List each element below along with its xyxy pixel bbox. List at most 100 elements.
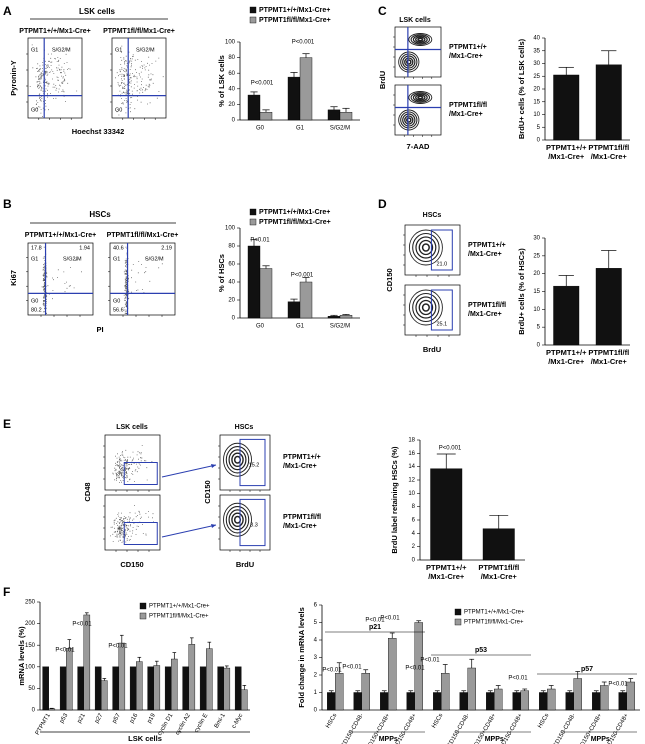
y-axis-label: CD150	[203, 480, 212, 503]
annotation: P<0.01	[72, 622, 92, 628]
x-tick-label: /Mx1-Cre+	[591, 357, 628, 366]
contour	[408, 33, 433, 46]
contour	[412, 35, 428, 44]
legend-label: PTPMT1+/+/Mx1-Cre+	[149, 604, 210, 610]
x-tick-label: G1	[296, 126, 305, 132]
panel-label: A	[3, 4, 12, 18]
y-tick-label: 35	[533, 48, 540, 54]
contour	[225, 506, 250, 534]
x-tick-label: LSKCD150-CD48-	[335, 713, 365, 744]
plot-label: PTPMT1+/+/Mx1-Cre+	[25, 232, 96, 239]
bar	[234, 666, 242, 711]
panel-header: LSK cells	[399, 17, 431, 24]
bar	[406, 692, 415, 711]
bar	[112, 666, 119, 711]
y-axis-label: BrdU	[378, 71, 387, 89]
gate-value: 17.8	[31, 245, 42, 251]
bar	[512, 692, 521, 711]
bar	[520, 690, 529, 711]
contour	[421, 303, 430, 312]
bar	[259, 111, 273, 121]
contour	[404, 57, 414, 67]
gate	[430, 289, 453, 331]
y-tick-label: 0	[537, 138, 541, 144]
y-tick-label: 20	[228, 298, 235, 304]
bar	[626, 681, 635, 711]
contour	[418, 299, 434, 316]
x-tick-label: p27	[94, 712, 105, 724]
x-tick-label: p53	[59, 712, 70, 724]
annotation: P<0.001	[439, 446, 462, 452]
x-axis-label: BrdU	[423, 345, 441, 354]
panel-label: F	[3, 585, 10, 599]
contour	[415, 94, 426, 101]
plot-frame	[27, 37, 83, 119]
y-tick-label: 15	[533, 289, 540, 295]
plot-label: /Mx1-Cre+	[468, 311, 502, 318]
bar	[77, 666, 84, 711]
annotation: P<0.001	[291, 273, 314, 279]
contour	[417, 37, 424, 42]
legend-swatch	[454, 618, 462, 626]
group-label: p21	[369, 624, 381, 631]
contour	[223, 442, 252, 477]
bar	[565, 692, 574, 711]
group-sublabel: MPPs	[485, 736, 504, 743]
bar	[42, 666, 49, 711]
annotation: P<0.01	[420, 658, 440, 664]
panel-header: LSK cells	[79, 7, 116, 16]
panel-header: LSK cells	[116, 424, 148, 431]
x-tick-label: PTPMT1	[35, 712, 52, 736]
annotation: P<0.01	[108, 644, 128, 650]
bar	[129, 666, 137, 711]
bar	[188, 644, 196, 711]
legend-swatch	[249, 218, 257, 226]
y-tick-label: 0	[314, 708, 318, 714]
y-tick-label: 2	[412, 544, 416, 550]
contour	[402, 113, 416, 127]
y-tick-label: 200	[25, 621, 36, 627]
bar	[118, 642, 126, 711]
contour	[415, 296, 437, 319]
bar	[101, 680, 108, 711]
y-tick-label: 40	[228, 280, 235, 286]
y-tick-label: 150	[25, 643, 36, 649]
bar	[182, 666, 189, 711]
contour	[406, 117, 412, 123]
plot-label: PTPMT1fl/fl	[449, 102, 487, 109]
gate-value: 56.6	[113, 307, 124, 313]
panel-label: B	[3, 197, 12, 211]
annotation: P<0.001	[292, 40, 315, 46]
y-tick-label: 6	[314, 603, 318, 609]
bar	[553, 74, 580, 141]
bar	[287, 76, 301, 121]
gate-value: 3.3	[250, 523, 258, 529]
bar	[59, 666, 67, 711]
plot-label: PTPMT1fl/fl	[283, 514, 321, 521]
arrow	[161, 464, 217, 478]
annotation: P<0.01	[250, 238, 270, 244]
legend-label: PTPMT1fl/fl/Mx1-Cre+	[464, 620, 524, 626]
y-tick-label: 12	[408, 478, 415, 484]
y-tick-label: 20	[533, 271, 540, 277]
x-tick-label: G0	[256, 126, 265, 132]
gate-value: 1.94	[79, 245, 90, 251]
contour	[408, 229, 443, 266]
gate-label: G0	[31, 298, 38, 304]
x-tick-label: /Mx1-Cre+	[428, 572, 465, 581]
x-tick-label: p19	[147, 712, 158, 724]
x-tick-label: c-Myc	[231, 713, 244, 730]
annotation: P<0.01	[322, 668, 342, 674]
contour	[398, 51, 420, 73]
plot-frame	[111, 37, 167, 119]
annotation: P<0.01	[508, 676, 528, 682]
contour	[223, 502, 252, 537]
y-tick-label: 5	[537, 325, 541, 331]
gate	[123, 462, 158, 485]
contour	[410, 92, 431, 103]
bar	[494, 688, 503, 711]
y-tick-label: 18	[408, 438, 415, 444]
x-tick-label: PTPMT1+/+	[426, 563, 467, 572]
annotation: P<0.01	[365, 618, 385, 624]
